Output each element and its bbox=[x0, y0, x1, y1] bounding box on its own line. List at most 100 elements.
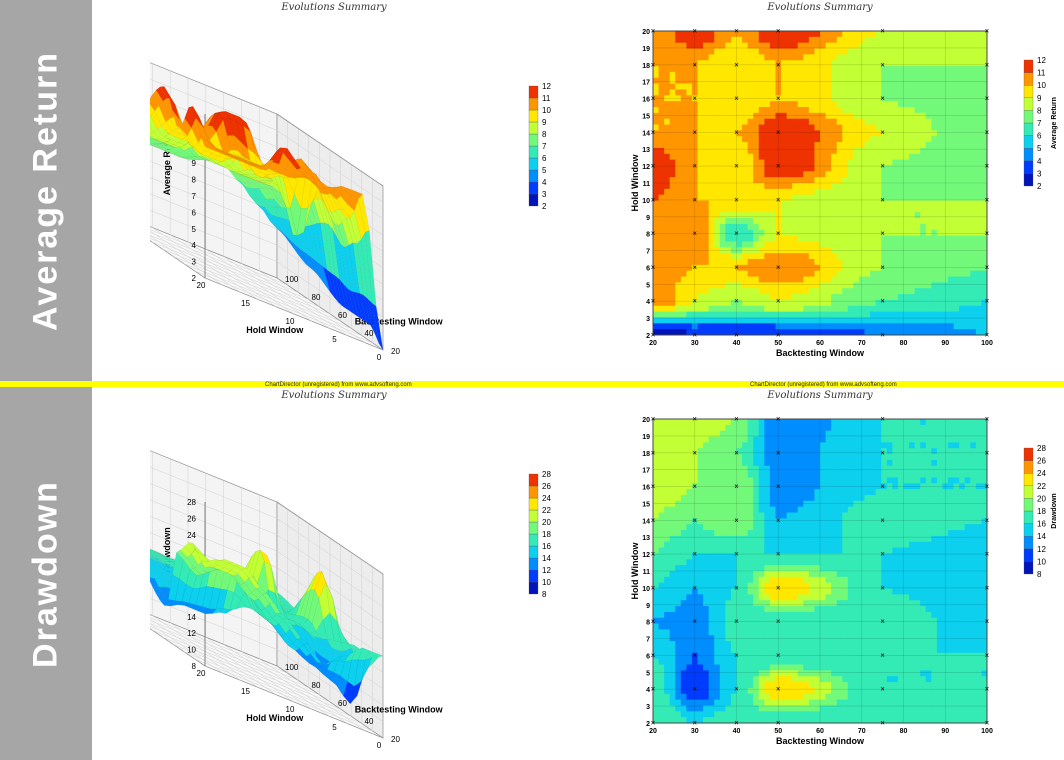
chart-drawdown-contour: Evolutions Summary × × × × × × × × × × × × × × × × × × × × × ×… bbox=[630, 390, 1058, 746]
avgc-sample-point: × bbox=[880, 297, 885, 306]
dd3d-grid-line bbox=[276, 518, 384, 591]
dd3d-grid-line bbox=[223, 644, 330, 717]
avg3d-grid-line bbox=[223, 256, 330, 329]
ddc-sample-point: × bbox=[651, 516, 656, 525]
ddc-colorbar-band bbox=[1023, 561, 1034, 575]
avgc-colorbar-tick: 11 bbox=[1037, 69, 1046, 78]
avgc-colorbar-band bbox=[1023, 110, 1034, 124]
ddc-sample-point: × bbox=[880, 415, 885, 424]
avgc-sample-point: × bbox=[692, 94, 697, 103]
avgc-title: Evolutions Summary bbox=[766, 2, 873, 13]
avgc-sample-point: × bbox=[776, 263, 781, 272]
ddc-sample-point: × bbox=[985, 516, 990, 525]
avgc-y-tick: 18 bbox=[642, 63, 650, 70]
ddc-sample-point: × bbox=[692, 651, 697, 660]
avgc-sample-point: × bbox=[651, 229, 656, 238]
avg3d-grid-line bbox=[276, 146, 384, 220]
dd3d-grid-line bbox=[150, 515, 278, 568]
dd3d-z-tick: 28 bbox=[187, 498, 196, 507]
avg3d-colorbar-band bbox=[528, 85, 539, 99]
avg3d-colorbar-band bbox=[528, 121, 539, 135]
ddc-colorbar-tick: 10 bbox=[1037, 557, 1046, 566]
avgc-sample-point: × bbox=[651, 94, 656, 103]
ddc-title: Evolutions Summary bbox=[766, 390, 873, 401]
ddc-y-tick: 15 bbox=[642, 501, 650, 508]
avgc-sample-point: × bbox=[985, 331, 990, 340]
dd3d-grid-line bbox=[150, 620, 299, 681]
avgc-colorbar-tick: 12 bbox=[1037, 56, 1046, 65]
dd3d-title: Evolutions Summary bbox=[280, 390, 387, 401]
avgc-colorbar-band bbox=[1023, 59, 1034, 73]
dd3d-colorbar-tick: 28 bbox=[542, 470, 551, 479]
dd3d-z-tick: 26 bbox=[187, 514, 196, 523]
ddc-sample-point: × bbox=[776, 583, 781, 592]
ddc-colorbar-tick: 20 bbox=[1037, 494, 1046, 503]
ddc-sample-point: × bbox=[734, 583, 739, 592]
ddc-sample-point: × bbox=[776, 448, 781, 457]
ddc-sample-point: × bbox=[651, 415, 656, 424]
dd3d-y-tick: 15 bbox=[241, 687, 250, 696]
dd3d-colorbar-tick: 18 bbox=[542, 530, 551, 539]
avgc-plot-frame bbox=[652, 30, 988, 336]
section-divider bbox=[0, 381, 1064, 387]
avg3d-z-tick: 4 bbox=[192, 241, 197, 250]
avgc-colorbar-tick: 9 bbox=[1037, 94, 1042, 103]
dd3d-x-tick: 100 bbox=[285, 663, 299, 672]
ddc-y-tick: 10 bbox=[642, 586, 650, 593]
avgc-colorbar-band bbox=[1023, 97, 1034, 111]
ddc-sample-point: × bbox=[776, 550, 781, 559]
avgc-sample-point: × bbox=[880, 27, 885, 36]
dd3d-colorbar-band bbox=[528, 569, 539, 583]
ddc-colorbar-band bbox=[1023, 548, 1034, 562]
avgc-y-tick: 12 bbox=[642, 164, 650, 171]
avgc-x-tick: 30 bbox=[691, 340, 699, 347]
ddc-contour-field bbox=[653, 419, 988, 724]
avgc-sample-point: × bbox=[776, 195, 781, 204]
dd3d-colorbar-tick: 12 bbox=[542, 566, 551, 575]
avgc-colorbar-band bbox=[1023, 148, 1034, 161]
dd3d-colorbar-band bbox=[528, 485, 539, 499]
avgc-y-tick: 5 bbox=[646, 282, 650, 289]
dd3d-y-tick: 5 bbox=[332, 723, 337, 732]
ddc-colorbar-band bbox=[1023, 523, 1034, 537]
avgc-x-tick: 90 bbox=[941, 340, 949, 347]
dd3d-grid-line bbox=[150, 466, 278, 519]
ddc-sample-point: × bbox=[985, 583, 990, 592]
avgc-sample-point: × bbox=[776, 128, 781, 137]
side-label-average-return: Average Return bbox=[26, 50, 65, 331]
ddc-colorbar-band bbox=[1023, 510, 1034, 524]
avg3d-colorbar-band bbox=[528, 157, 539, 171]
ddc-colorbar-band bbox=[1023, 447, 1034, 461]
ddc-sample-point: × bbox=[692, 448, 697, 457]
dd3d-surface bbox=[150, 542, 384, 705]
avgc-sample-point: × bbox=[734, 94, 739, 103]
avgc-y-tick: 15 bbox=[642, 113, 650, 120]
dd3d-grid-line bbox=[150, 626, 320, 696]
ddc-sample-point: × bbox=[692, 516, 697, 525]
avg3d-grid-line bbox=[150, 78, 278, 131]
dd3d-grid-line bbox=[150, 499, 278, 552]
avgc-y-tick: 16 bbox=[642, 97, 650, 104]
avg3d-y-tick: 0 bbox=[377, 353, 382, 362]
ddc-y-tick: 4 bbox=[646, 687, 650, 694]
avg3d-colorbar-band bbox=[528, 169, 539, 183]
chart-drawdown-surface: Evolutions Summary 8 10 12 14 16 18 20 22 24 26 28 0… bbox=[150, 390, 551, 750]
avgc-y-tick: 7 bbox=[646, 249, 650, 256]
avgc-sample-point: × bbox=[651, 162, 656, 171]
avgc-sample-point: × bbox=[880, 94, 885, 103]
ddc-sample-point: × bbox=[651, 685, 656, 694]
avgc-sample-point: × bbox=[776, 94, 781, 103]
avgc-sample-point: × bbox=[734, 162, 739, 171]
dd3d-colorbar-band bbox=[528, 509, 539, 523]
avg3d-colorbar-tick: 12 bbox=[542, 82, 551, 91]
dd3d-z-tick: 12 bbox=[187, 629, 196, 638]
avgc-sample-point: × bbox=[776, 297, 781, 306]
dd3d-colorbar-tick: 22 bbox=[542, 506, 551, 515]
ddc-colorbar-tick: 18 bbox=[1037, 507, 1046, 516]
dd3d-colorbar-band bbox=[528, 557, 539, 571]
avgc-sample-point: × bbox=[651, 60, 656, 69]
avgc-sample-point: × bbox=[776, 27, 781, 36]
avg3d-grid-line bbox=[150, 229, 288, 286]
avg3d-colorbar-tick: 3 bbox=[542, 190, 547, 199]
ddc-colorbar-band bbox=[1023, 473, 1034, 486]
